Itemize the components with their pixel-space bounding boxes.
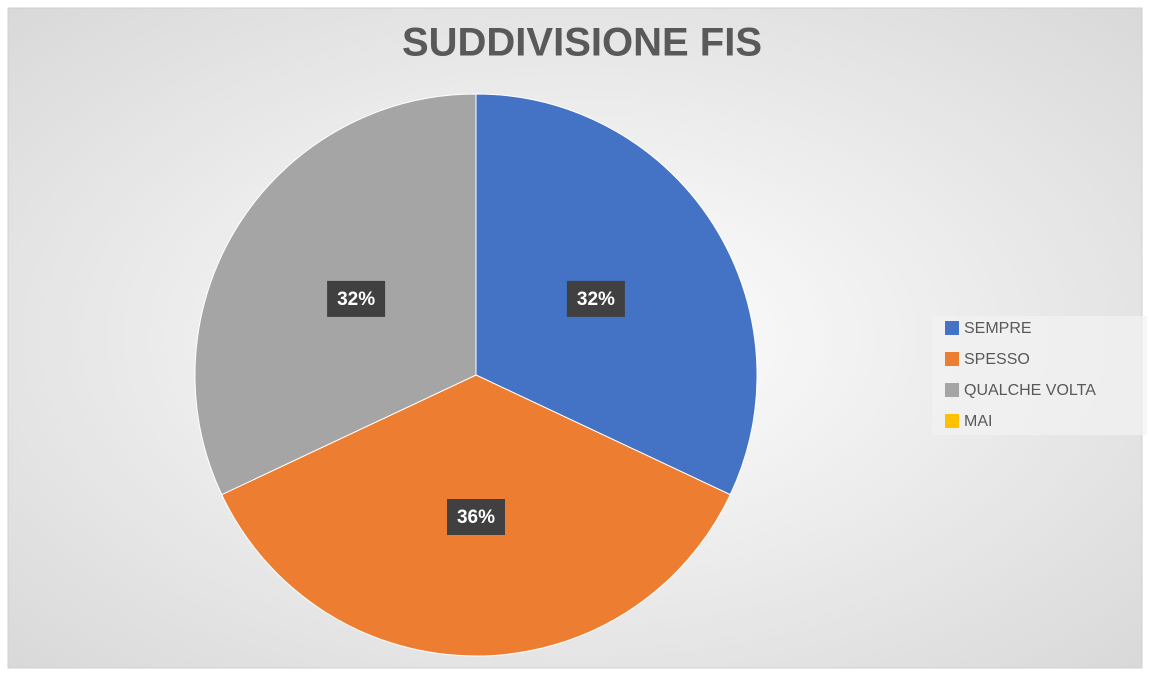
legend-box <box>932 316 1147 435</box>
data-label: 32% <box>577 289 615 310</box>
legend-label: SPESSO <box>964 351 1030 368</box>
legend-swatch <box>945 383 959 397</box>
chart-title: SUDDIVISIONE FIS <box>402 21 762 65</box>
data-label: 32% <box>337 289 375 310</box>
data-label-box <box>566 280 625 317</box>
legend-label: MAI <box>964 413 992 430</box>
legend-label: SEMPRE <box>964 320 1032 337</box>
legend-label: QUALCHE VOLTA <box>964 382 1096 399</box>
data-label-box <box>327 280 386 317</box>
legend-swatch <box>945 414 959 428</box>
data-label: 36% <box>457 507 495 528</box>
legend-swatch <box>945 321 959 335</box>
legend-swatch <box>945 352 959 366</box>
data-label-box <box>447 499 505 535</box>
